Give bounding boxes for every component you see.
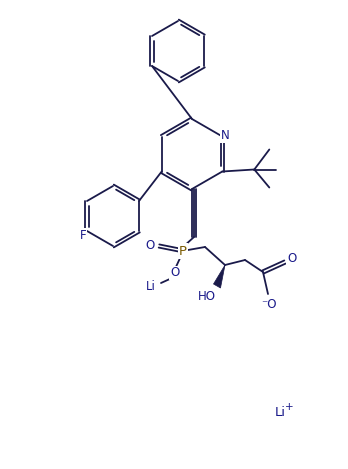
Text: Li: Li <box>146 280 156 294</box>
Text: O: O <box>145 239 155 251</box>
Text: P: P <box>179 244 187 257</box>
Text: N: N <box>221 129 230 142</box>
Text: O: O <box>171 266 180 280</box>
Polygon shape <box>214 265 225 288</box>
Text: F: F <box>80 228 86 242</box>
Text: HO: HO <box>198 289 216 303</box>
Text: Li: Li <box>275 407 285 419</box>
Text: O: O <box>287 251 296 265</box>
Text: ⁻O: ⁻O <box>261 297 277 310</box>
Text: +: + <box>285 402 293 412</box>
